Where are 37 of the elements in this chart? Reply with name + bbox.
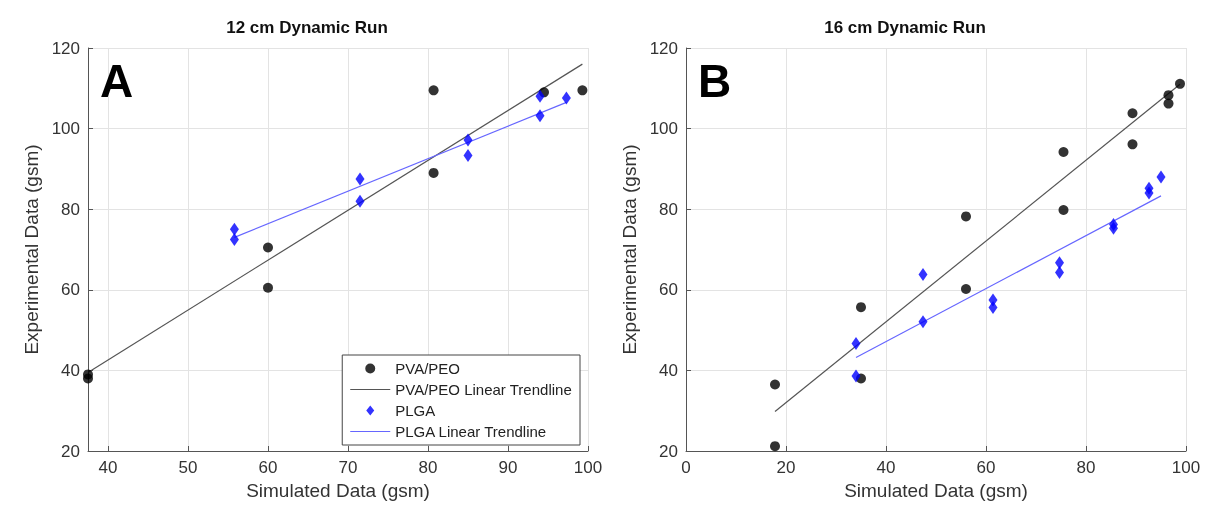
y-tick-label: 80 xyxy=(659,199,678,219)
y-tick-label: 60 xyxy=(61,280,80,300)
annotation: A xyxy=(100,55,134,107)
x-tick-label: 60 xyxy=(258,458,278,477)
y-tick-label: 40 xyxy=(659,360,678,380)
y-tick-label: 20 xyxy=(61,441,80,461)
y-axis-title: Experimental Data (gsm) xyxy=(20,144,42,355)
y-tick-label: 20 xyxy=(659,441,678,461)
legend-label: PLGA xyxy=(395,402,436,419)
x-tick-label: 80 xyxy=(1076,458,1096,477)
x-tick-label: 90 xyxy=(498,458,518,477)
x-tick-label: 70 xyxy=(338,458,358,477)
x-tick-label: 60 xyxy=(976,458,996,477)
chart-title: 16 cm Dynamic Run xyxy=(824,18,986,37)
y-tick-label: 60 xyxy=(659,280,678,300)
y-tick-label: 80 xyxy=(61,199,80,219)
y-tick-label: 40 xyxy=(61,360,80,380)
x-tick-label: 40 xyxy=(98,458,118,477)
x-tick-label: 0 xyxy=(681,458,691,477)
y-tick-label: 100 xyxy=(649,119,678,139)
legend-label: PVA/PEO Linear Trendline xyxy=(395,381,572,398)
x-tick-label: 40 xyxy=(876,458,896,477)
chart-title: 12 cm Dynamic Run xyxy=(226,18,388,37)
legend-label: PVA/PEO xyxy=(395,360,460,377)
x-tick-label: 100 xyxy=(573,458,603,477)
y-axis-title: Experimental Data (gsm) xyxy=(618,144,640,355)
x-tick-label: 20 xyxy=(776,458,796,477)
y-tick-label: 120 xyxy=(51,38,80,58)
y-tick-label: 100 xyxy=(51,119,80,139)
x-axis-title: Simulated Data (gsm) xyxy=(844,480,1028,501)
annotation: B xyxy=(698,55,732,107)
legend-label: PLGA Linear Trendline xyxy=(395,423,547,440)
x-tick-label: 50 xyxy=(178,458,198,477)
y-tick-label: 120 xyxy=(649,38,678,58)
x-axis-title: Simulated Data (gsm) xyxy=(246,480,430,501)
x-tick-label: 80 xyxy=(418,458,438,477)
x-tick-label: 100 xyxy=(1171,458,1201,477)
